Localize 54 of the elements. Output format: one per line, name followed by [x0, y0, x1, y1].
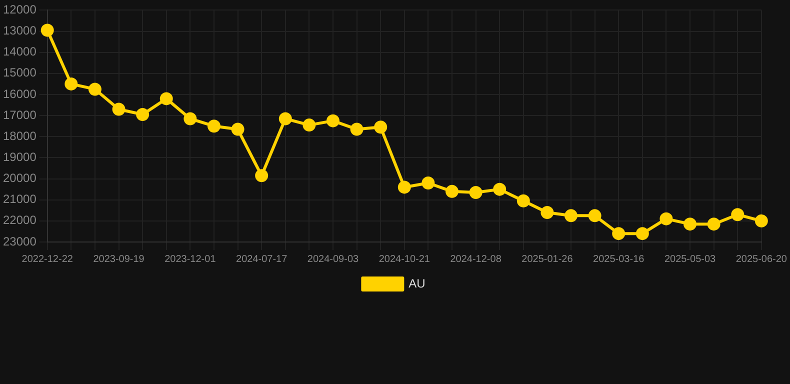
point — [207, 120, 220, 133]
x-tick-label: 2025-06-20 — [736, 254, 788, 265]
point — [469, 186, 482, 199]
point — [754, 214, 768, 228]
x-tick-label: 2024-10-21 — [378, 254, 430, 265]
x-tick-label: 2023-12-01 — [164, 254, 216, 265]
point — [231, 122, 244, 136]
point — [302, 118, 316, 132]
point — [398, 180, 411, 194]
x-tick-label: 2024-09-03 — [307, 254, 360, 265]
point — [350, 122, 364, 136]
point — [564, 209, 578, 222]
legend-label: AU — [408, 276, 426, 290]
y-tick-label: 23000 — [2, 234, 37, 248]
x-tick-label: 2025-01-26 — [522, 254, 574, 265]
y-tick-label: 14000 — [2, 44, 37, 59]
y-tick-label: 12000 — [2, 2, 37, 17]
y-tick-label: 17000 — [2, 108, 37, 122]
point — [588, 209, 602, 222]
point — [422, 176, 435, 190]
point — [64, 77, 78, 90]
point — [684, 218, 697, 231]
x-tick-label: 2022-12-22 — [22, 254, 74, 265]
y-tick-label: 19000 — [2, 150, 37, 164]
y-tick-label: 20000 — [2, 171, 37, 186]
point — [136, 108, 150, 122]
point — [493, 182, 506, 196]
y-tick-label: 22000 — [2, 213, 37, 228]
point — [326, 114, 340, 128]
x-tick-label: 2024-07-17 — [236, 254, 288, 265]
y-tick-label: 16000 — [2, 86, 37, 101]
y-tick-label: 18000 — [2, 128, 37, 143]
point — [160, 92, 173, 106]
point — [516, 194, 530, 208]
point — [636, 227, 649, 240]
point — [707, 218, 720, 231]
y-tick-label: 13000 — [2, 24, 37, 38]
point — [112, 102, 126, 116]
point — [612, 227, 626, 240]
point — [255, 169, 268, 182]
point — [374, 120, 388, 134]
y-tick-label: 21000 — [2, 192, 37, 206]
point — [446, 184, 458, 198]
x-tick-label: 2023-09-19 — [93, 254, 145, 265]
x-tick-label: 2025-05-03 — [664, 254, 716, 265]
point — [278, 112, 292, 126]
point — [731, 208, 744, 222]
point — [184, 112, 197, 126]
point — [660, 212, 673, 226]
point — [88, 82, 102, 96]
point — [540, 206, 554, 219]
x-tick-label: 2024-12-08 — [450, 254, 502, 265]
x-tick-label: 2025-03-16 — [593, 254, 645, 265]
y-tick-label: 15000 — [2, 66, 37, 80]
